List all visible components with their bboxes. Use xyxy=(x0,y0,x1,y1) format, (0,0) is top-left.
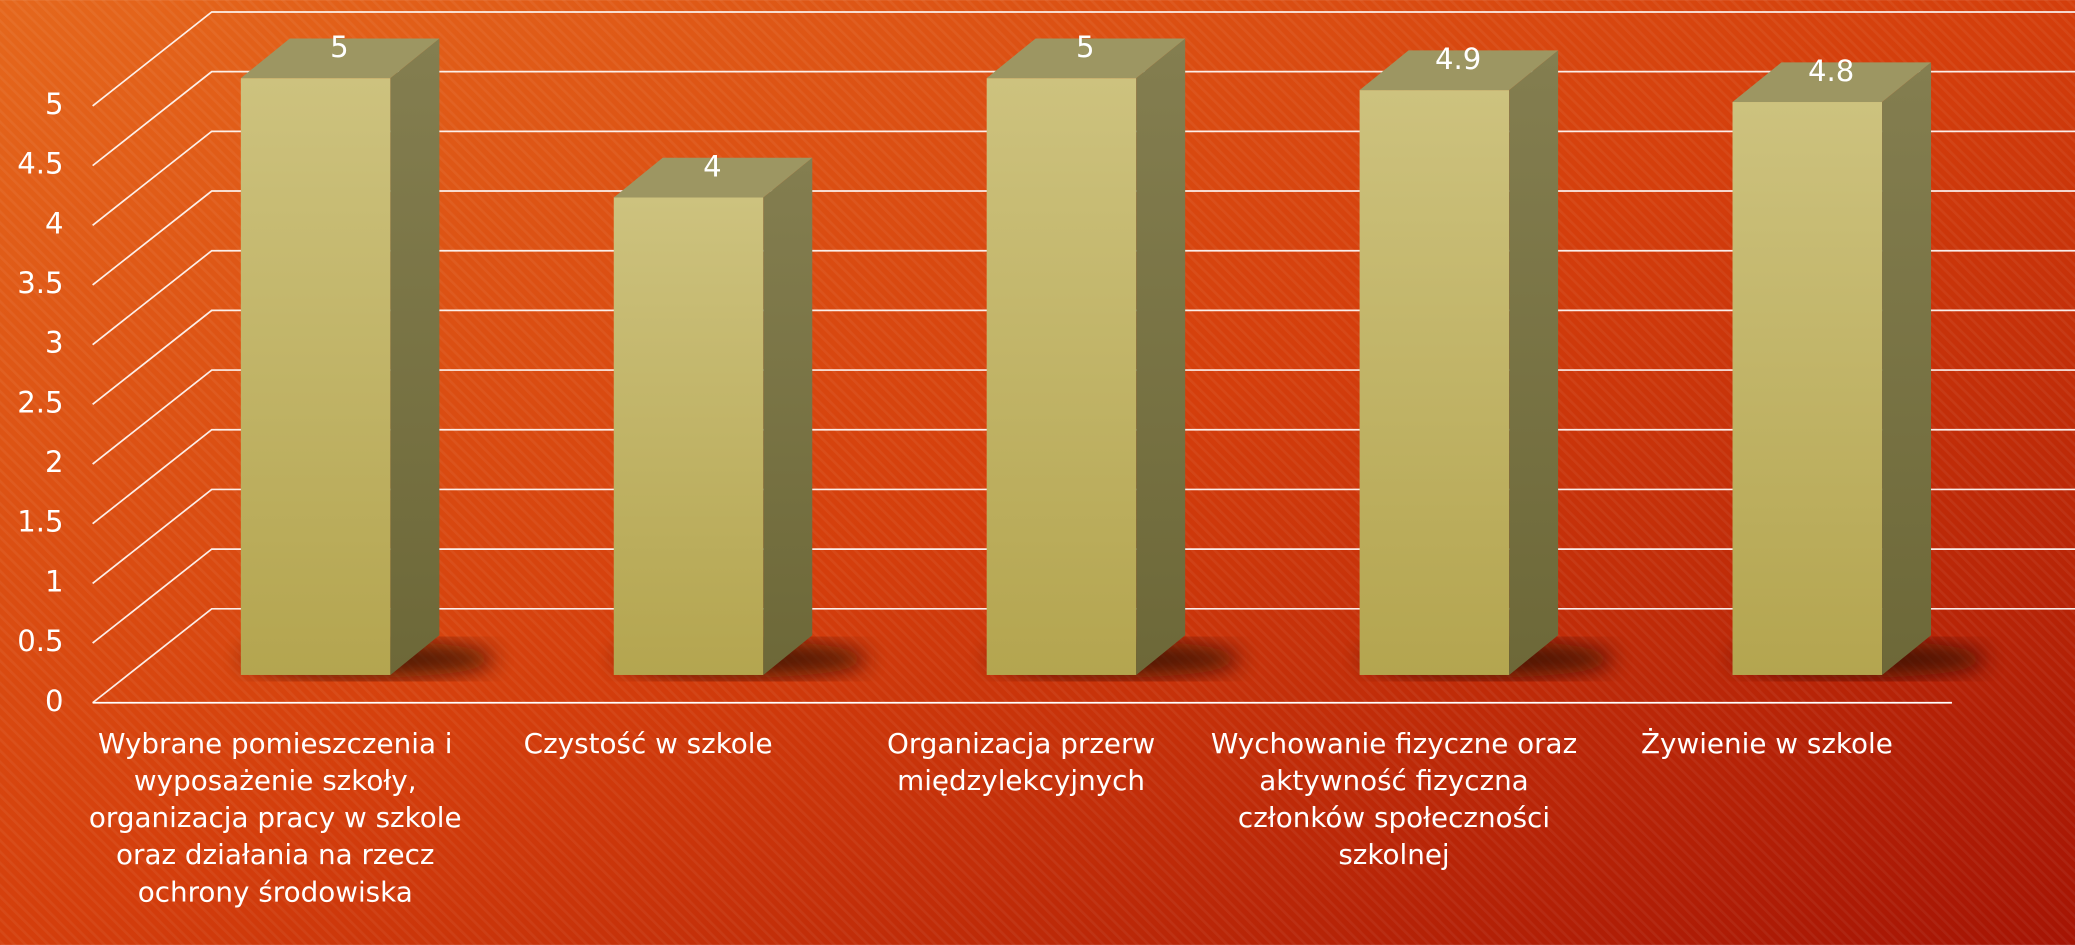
x-tick-label-box: Wybrane pomieszczenia i wyposażenie szko… xyxy=(88,727,462,908)
y-tick-label: 1.5 xyxy=(17,505,63,539)
value-label: 4.9 xyxy=(1435,42,1481,76)
bar-side xyxy=(1882,62,1932,675)
value-label: 5 xyxy=(1076,30,1095,64)
value-label: 4.8 xyxy=(1808,54,1854,88)
bar-top xyxy=(240,38,440,79)
x-tick-label-box: Żywienie w szkole xyxy=(1640,727,1893,760)
y-tick-label: 1 xyxy=(45,564,64,598)
y-tick-label: 2 xyxy=(45,445,64,479)
bar xyxy=(613,197,764,675)
bar xyxy=(986,78,1137,675)
y-tick-label: 0 xyxy=(45,684,64,718)
bar-top xyxy=(1732,62,1932,103)
y-tick-label: 3 xyxy=(45,326,64,360)
bar-top xyxy=(613,157,813,198)
bar xyxy=(240,78,391,675)
x-tick-label-box: Organizacja przerw międzylekcyjnych xyxy=(886,727,1156,797)
y-tick-label: 4 xyxy=(45,206,64,240)
x-tick-label: Żywienie w szkole xyxy=(1640,727,1893,760)
y-tick-label: 2.5 xyxy=(17,385,63,419)
y-tick-label: 4.5 xyxy=(17,147,63,181)
y-tick-label: 3.5 xyxy=(17,266,63,300)
value-label: 4 xyxy=(703,149,722,183)
bar-top xyxy=(1359,50,1559,91)
bar xyxy=(1732,102,1883,675)
bar-side xyxy=(1136,38,1186,675)
x-tick-label: Czystość w szkole xyxy=(523,727,773,760)
x-tick-label: Wybrane pomieszczenia i wyposażenie szko… xyxy=(88,727,462,908)
x-tick-label-box: Czystość w szkole xyxy=(523,727,773,760)
bar-top xyxy=(986,38,1186,79)
bar-side xyxy=(390,38,440,675)
bar-side xyxy=(1509,50,1559,675)
x-tick-label: Wychowanie fizyczne oraz aktywność fizyc… xyxy=(1210,727,1578,871)
grid-line xyxy=(92,11,2075,107)
x-tick-label-box: Wychowanie fizyczne oraz aktywność fizyc… xyxy=(1210,727,1578,871)
x-tick-label: Organizacja przerw międzylekcyjnych xyxy=(886,727,1156,797)
bar-side xyxy=(763,157,813,675)
value-label: 5 xyxy=(330,30,349,64)
y-tick-label: 0.5 xyxy=(17,624,63,658)
bar xyxy=(1359,90,1510,675)
y-tick-label: 5 xyxy=(45,87,64,121)
